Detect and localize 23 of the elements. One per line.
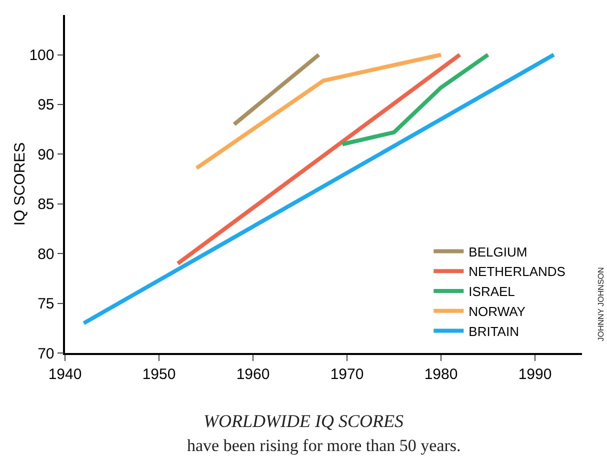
legend-label: NORWAY [468, 304, 526, 319]
legend-label: BRITAIN [468, 324, 519, 339]
x-tick-label: 1970 [330, 366, 364, 383]
y-tick-label: 100 [29, 47, 54, 64]
x-tick-label: 1980 [424, 366, 458, 383]
y-tick-label: 70 [38, 345, 54, 362]
x-tick-label: 1940 [48, 366, 82, 383]
y-tick-label: 95 [38, 96, 54, 114]
y-tick-label: 80 [38, 246, 54, 263]
legend-label: ISRAEL [468, 284, 515, 300]
x-tick-label: 1990 [518, 366, 552, 383]
legend-label: NETHERLANDS [468, 264, 566, 280]
line-series [340, 52, 490, 146]
text: have been rising for more than 50 years. [187, 436, 461, 455]
y-tick-label: 75 [38, 296, 54, 313]
x-tick-label: 1950 [142, 366, 176, 383]
y-tick-label: 90 [38, 146, 54, 164]
legend-label: BELGIUM [468, 244, 528, 260]
y-tick-label: 85 [38, 196, 54, 214]
y-axis-title: IQ SCORES [12, 142, 28, 226]
x-tick-label: 1960 [236, 366, 270, 383]
text: WORLDWIDE IQ SCORES [204, 410, 404, 431]
text: JOHNNY JOHNSON [596, 266, 606, 342]
